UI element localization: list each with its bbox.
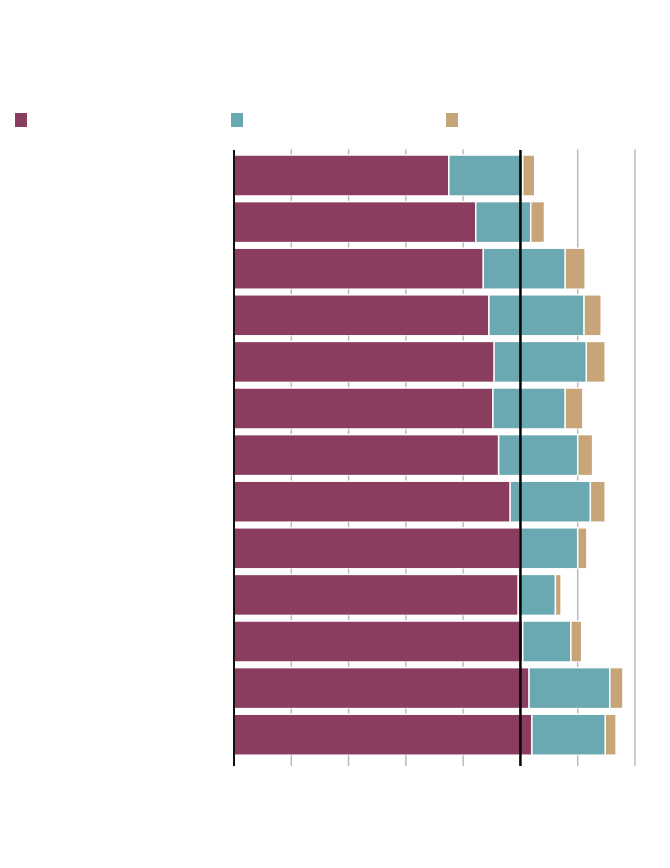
bar-row-2-series-2 [474, 200, 532, 244]
bar-row-10-series-1 [233, 573, 519, 617]
legend-swatch-series-2 [231, 113, 243, 127]
bar-row-1-series-1 [233, 154, 450, 197]
bar-row-6-series-3 [564, 387, 584, 430]
bar-row-7-series-2 [497, 433, 579, 477]
bar-row-8-series-3 [589, 480, 606, 523]
bar-row-5-series-3 [585, 340, 606, 384]
bar-row-11-series-3 [570, 620, 583, 663]
bar-row-8-series-1 [233, 480, 511, 523]
bar-row-13-series-1 [233, 713, 533, 756]
bar-row-4-series-3 [583, 294, 602, 337]
bar-row-12-series-2 [528, 666, 611, 710]
bar-row-11-series-2 [521, 620, 572, 663]
bar-row-9-series-2 [519, 527, 579, 570]
bar-row-3-series-1 [233, 247, 484, 290]
bar-row-12-series-1 [233, 666, 530, 710]
bar-row-3-series-3 [564, 247, 586, 290]
bar-row-7-series-3 [576, 433, 594, 477]
bar-row-9-series-3 [576, 527, 588, 570]
bar-row-13-series-2 [531, 713, 606, 756]
bar-row-6-series-2 [492, 387, 566, 430]
bar-row-13-series-3 [604, 713, 617, 756]
bar-row-9-series-1 [233, 527, 521, 570]
bar-row-4-series-1 [233, 294, 490, 337]
bar-row-5-series-1 [233, 340, 495, 384]
legend-swatch-series-1 [15, 113, 27, 127]
bar-row-5-series-2 [493, 340, 588, 384]
bar-row-2-series-1 [233, 200, 477, 244]
bar-row-11-series-1 [233, 620, 524, 663]
bar-row-10-series-3 [554, 573, 562, 617]
bar-row-3-series-2 [482, 247, 566, 290]
bar-row-4-series-2 [488, 294, 585, 337]
bar-row-12-series-3 [609, 666, 624, 710]
bar-row-2-series-3 [529, 200, 546, 244]
legend-swatch-series-3 [446, 113, 458, 127]
bar-row-1-series-3 [521, 154, 536, 197]
bar-row-1-series-2 [448, 154, 524, 197]
bar-row-10-series-2 [517, 573, 557, 617]
bar-row-7-series-1 [233, 433, 500, 477]
bar-row-6-series-1 [233, 387, 494, 430]
bar-row-8-series-2 [509, 480, 592, 523]
